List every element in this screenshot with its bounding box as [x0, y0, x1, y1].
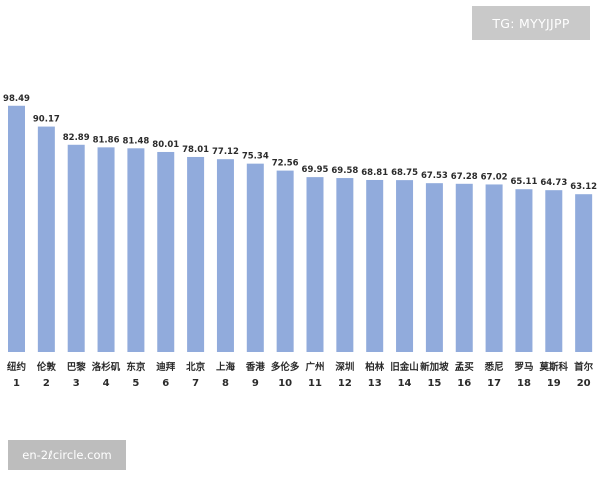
- bar-9: [246, 163, 264, 352]
- watermark-top: TG: MYYJJPP: [472, 6, 590, 40]
- tick-label-4: 洛杉矶: [92, 361, 121, 373]
- bar-18: [515, 189, 533, 352]
- bar-5: [127, 148, 145, 352]
- bar-6: [157, 151, 175, 352]
- tick-label-8: 上海: [216, 361, 236, 373]
- bar-3: [67, 144, 85, 352]
- tick-rank-17: 17: [487, 378, 501, 389]
- tick-label-13: 柏林: [365, 361, 385, 373]
- tick-rank-2: 2: [43, 378, 50, 389]
- data-label-3: 82.89: [63, 133, 90, 143]
- bar-4: [97, 147, 115, 352]
- bar-20: [575, 194, 593, 352]
- data-label-4: 81.86: [93, 135, 120, 145]
- bar-2: [37, 126, 55, 352]
- tick-rank-14: 14: [398, 378, 412, 389]
- data-label-7: 78.01: [182, 145, 209, 155]
- data-label-8: 77.12: [212, 147, 239, 157]
- data-label-13: 68.81: [361, 168, 388, 178]
- data-label-18: 65.11: [511, 177, 538, 187]
- tick-label-19: 莫斯科: [539, 361, 569, 373]
- bar-17: [485, 184, 503, 352]
- data-label-11: 69.95: [302, 165, 329, 175]
- data-label-6: 80.01: [152, 140, 179, 150]
- tick-label-10: 多伦多: [271, 361, 300, 373]
- data-label-2: 90.17: [33, 115, 60, 125]
- data-label-17: 67.02: [481, 172, 508, 182]
- data-label-1: 98.49: [3, 94, 30, 104]
- tick-rank-1: 1: [13, 378, 20, 389]
- tick-label-17: 悉尼: [484, 361, 504, 373]
- bar-14: [396, 180, 414, 352]
- tick-label-20: 首尔: [574, 361, 594, 373]
- tick-label-7: 北京: [186, 361, 206, 373]
- tick-label-16: 孟买: [455, 362, 475, 373]
- tick-label-6: 迪拜: [156, 361, 176, 373]
- tick-rank-15: 15: [427, 378, 441, 389]
- tick-rank-6: 6: [162, 378, 169, 389]
- watermark-bottom: en-2ℓcircle.com: [8, 440, 126, 470]
- bar-11: [306, 177, 324, 352]
- tick-rank-10: 10: [278, 378, 292, 389]
- tick-label-1: 纽约: [7, 361, 26, 373]
- bar-10: [276, 170, 294, 352]
- tick-rank-19: 19: [547, 378, 561, 389]
- tick-rank-11: 11: [308, 378, 322, 389]
- tick-rank-20: 20: [577, 378, 591, 389]
- bar-16: [455, 183, 473, 352]
- data-label-19: 64.73: [540, 178, 567, 188]
- tick-label-11: 广州: [305, 361, 324, 373]
- bar-13: [366, 179, 384, 352]
- bar-19: [545, 190, 563, 352]
- tick-rank-12: 12: [338, 378, 352, 389]
- bar-1: [8, 105, 25, 353]
- data-label-5: 81.48: [122, 136, 149, 146]
- tick-rank-4: 4: [103, 378, 110, 389]
- tick-rank-7: 7: [192, 378, 199, 389]
- bar-15: [425, 183, 443, 352]
- tick-rank-3: 3: [73, 378, 80, 389]
- data-label-14: 68.75: [391, 168, 418, 178]
- tick-rank-18: 18: [517, 378, 531, 389]
- tick-rank-8: 8: [222, 378, 229, 389]
- data-label-12: 69.58: [331, 166, 358, 176]
- bar-8: [216, 159, 234, 352]
- tick-label-5: 东京: [126, 361, 146, 373]
- data-label-20: 63.12: [570, 182, 597, 192]
- data-label-9: 75.34: [242, 152, 269, 162]
- tick-rank-5: 5: [132, 378, 139, 389]
- data-label-15: 67.53: [421, 171, 448, 181]
- tick-label-14: 旧金山: [390, 361, 419, 373]
- tick-label-12: 深圳: [335, 361, 354, 373]
- tick-label-15: 新加坡: [420, 361, 449, 373]
- tick-rank-13: 13: [368, 378, 382, 389]
- tick-rank-9: 9: [252, 378, 259, 389]
- bar-12: [336, 178, 354, 352]
- tick-label-3: 巴黎: [67, 361, 87, 373]
- tick-label-2: 伦敦: [37, 361, 57, 373]
- tick-rank-16: 16: [457, 378, 471, 389]
- bar-7: [187, 156, 205, 352]
- tick-label-9: 香港: [245, 361, 266, 373]
- tick-label-18: 罗马: [514, 362, 533, 373]
- data-label-10: 72.56: [272, 159, 299, 169]
- data-label-16: 67.28: [451, 172, 478, 182]
